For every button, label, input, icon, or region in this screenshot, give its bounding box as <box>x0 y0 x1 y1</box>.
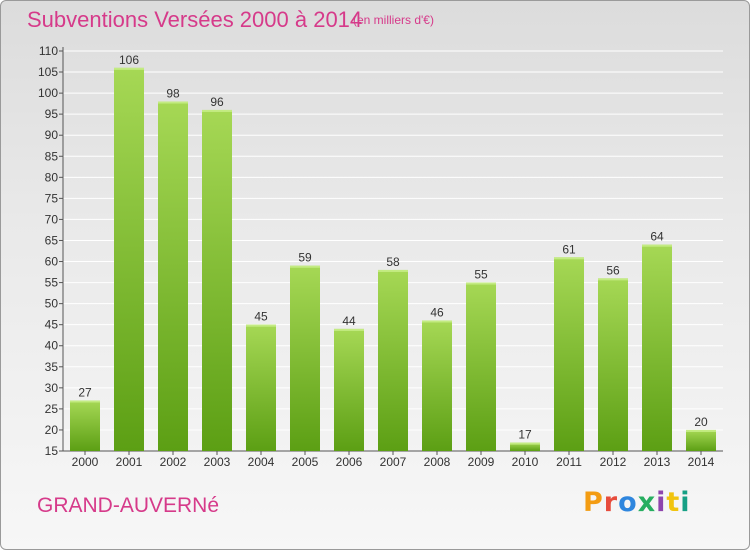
y-tick-label: 85 <box>45 149 59 163</box>
data-label: 45 <box>254 310 268 324</box>
data-label: 64 <box>650 230 664 244</box>
data-label: 20 <box>694 415 708 429</box>
data-label: 27 <box>78 385 92 399</box>
x-tick-label: 2014 <box>688 455 715 469</box>
bar-highlight <box>510 442 540 445</box>
bar-2000 <box>70 400 100 451</box>
logo-letter: i <box>680 487 691 518</box>
data-label: 56 <box>606 263 620 277</box>
chart-title: Subventions Versées 2000 à 2014 <box>27 7 363 32</box>
axis-layer: 15 20 25 30 35 40 45 50 55 60 65 70 75 80 85 90 95 100 105… <box>38 44 723 469</box>
logo-letter: r <box>603 487 619 518</box>
commune-name: GRAND-AUVERNé <box>37 494 220 517</box>
data-label: 98 <box>166 87 180 101</box>
bar-highlight <box>554 257 584 260</box>
proxiti-logo: Proxiti <box>583 487 691 518</box>
x-tick-label: 2000 <box>72 455 99 469</box>
bar-2014 <box>686 429 716 451</box>
x-tick-label: 2011 <box>556 455 582 469</box>
data-label: 58 <box>386 255 400 269</box>
bar-2002 <box>158 101 188 452</box>
logo-letter: i <box>656 487 667 518</box>
bar-highlight <box>290 265 320 268</box>
y-tick-label: 35 <box>45 360 59 374</box>
x-tick-label: 2007 <box>380 455 407 469</box>
bar-highlight <box>378 269 408 272</box>
x-tick-label: 2002 <box>160 455 187 469</box>
x-tick-label: 2001 <box>116 455 143 469</box>
y-tick-label: 110 <box>39 44 58 58</box>
y-tick-label: 60 <box>45 255 59 269</box>
bar-2009 <box>466 282 496 451</box>
y-tick-label: 95 <box>45 107 59 121</box>
y-tick-label: 90 <box>45 128 59 142</box>
unit-note: (en milliers d'€) <box>353 13 434 27</box>
y-tick-label: 50 <box>45 297 59 311</box>
bar-highlight <box>334 328 364 331</box>
y-tick-label: 20 <box>45 423 59 437</box>
x-tick-label: 2008 <box>424 455 451 469</box>
data-label: 59 <box>298 251 312 265</box>
y-tick-label: 105 <box>38 65 58 79</box>
data-label: 106 <box>119 53 139 67</box>
x-tick-label: 2013 <box>644 455 671 469</box>
bar-2011 <box>554 257 584 451</box>
bar-2013 <box>642 244 672 451</box>
x-tick-label: 2006 <box>336 455 363 469</box>
y-tick-label: 70 <box>45 212 59 226</box>
bar-2010 <box>510 442 540 451</box>
bar-2006 <box>334 328 364 451</box>
y-tick-label: 65 <box>45 233 59 247</box>
x-tick-label: 2005 <box>292 455 319 469</box>
logo-letter: P <box>583 487 604 518</box>
y-tick-label: 25 <box>45 402 59 416</box>
bar-highlight <box>70 400 100 403</box>
data-label: 61 <box>562 242 576 256</box>
data-label: 55 <box>474 268 488 282</box>
bar-highlight <box>158 101 188 104</box>
y-tick-label: 80 <box>45 170 59 184</box>
data-label: 46 <box>430 305 444 319</box>
y-tick-label: 75 <box>45 191 59 205</box>
x-tick-label: 2012 <box>600 455 627 469</box>
bar-2008 <box>422 320 452 451</box>
y-tick-label: 55 <box>45 276 59 290</box>
bar-highlight <box>466 282 496 285</box>
bar-2004 <box>246 324 276 451</box>
bar-2001 <box>114 67 144 451</box>
logo-letter: t <box>666 487 681 518</box>
x-tick-label: 2003 <box>204 455 231 469</box>
bar-highlight <box>686 429 716 432</box>
bar-highlight <box>114 67 144 70</box>
bar-2005 <box>290 265 320 451</box>
logo-letter: o <box>618 487 638 518</box>
logo-letter: x <box>637 487 657 518</box>
x-tick-label: 2004 <box>248 455 275 469</box>
bar-highlight <box>598 278 628 281</box>
y-tick-label: 45 <box>45 318 59 332</box>
label-layer: 27 106 98 96 45 59 44 58 46 55 17 61 56 64 20 <box>78 53 708 442</box>
x-tick-label: 2010 <box>512 455 539 469</box>
data-label: 17 <box>518 428 532 442</box>
bar-2012 <box>598 278 628 451</box>
bar-highlight <box>202 109 232 112</box>
x-tick-label: 2009 <box>468 455 495 469</box>
bar-2007 <box>378 269 408 451</box>
y-tick-label: 30 <box>45 381 59 395</box>
bar-highlight <box>246 324 276 327</box>
data-label: 96 <box>210 95 224 109</box>
bar-highlight <box>422 320 452 323</box>
data-label: 44 <box>342 314 356 328</box>
y-tick-label: 15 <box>45 444 59 458</box>
bar-layer <box>70 67 716 452</box>
y-tick-label: 40 <box>45 339 59 353</box>
bar-highlight <box>642 244 672 247</box>
y-tick-label: 100 <box>38 86 58 100</box>
bar-2003 <box>202 109 232 452</box>
